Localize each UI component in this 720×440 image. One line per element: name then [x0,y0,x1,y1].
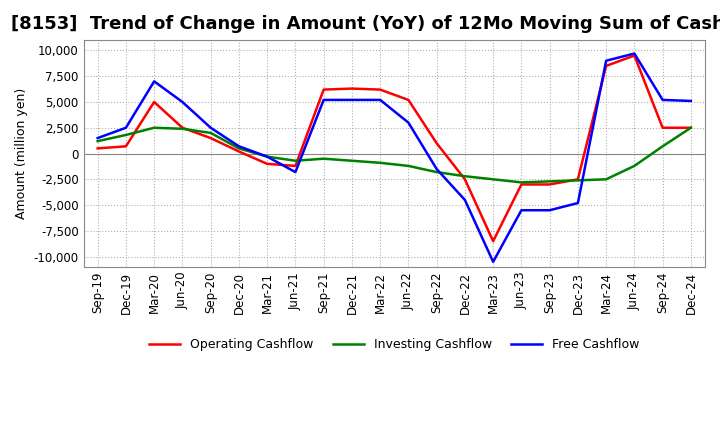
Y-axis label: Amount (million yen): Amount (million yen) [15,88,28,219]
Investing Cashflow [545,179,554,184]
Investing Cashflow [150,125,158,130]
Free Cashflow [461,197,469,202]
Operating Cashflow [94,146,102,151]
Investing Cashflow [178,126,186,132]
Operating Cashflow [404,97,413,103]
Free Cashflow [574,200,582,205]
Free Cashflow [630,51,639,56]
Free Cashflow [602,58,611,63]
Title: [8153]  Trend of Change in Amount (YoY) of 12Mo Moving Sum of Cashflows: [8153] Trend of Change in Amount (YoY) o… [11,15,720,33]
Investing Cashflow [376,160,384,165]
Free Cashflow [178,99,186,105]
Investing Cashflow [404,163,413,169]
Investing Cashflow [461,173,469,179]
Operating Cashflow [320,87,328,92]
Operating Cashflow [658,125,667,130]
Investing Cashflow [263,154,271,159]
Operating Cashflow [602,63,611,69]
Operating Cashflow [630,53,639,58]
Free Cashflow [348,97,356,103]
Free Cashflow [207,125,215,130]
Investing Cashflow [574,178,582,183]
Free Cashflow [320,97,328,103]
Operating Cashflow [574,177,582,182]
Operating Cashflow [207,136,215,141]
Operating Cashflow [263,161,271,166]
Free Cashflow [94,136,102,141]
Investing Cashflow [207,130,215,136]
Operating Cashflow [178,125,186,130]
Operating Cashflow [348,86,356,91]
Investing Cashflow [348,158,356,163]
Operating Cashflow [291,163,300,169]
Operating Cashflow [150,99,158,105]
Operating Cashflow [122,144,130,149]
Operating Cashflow [432,141,441,146]
Investing Cashflow [122,132,130,138]
Investing Cashflow [517,180,526,185]
Investing Cashflow [235,146,243,151]
Free Cashflow [291,169,300,175]
Operating Cashflow [545,182,554,187]
Investing Cashflow [291,158,300,163]
Free Cashflow [122,125,130,130]
Operating Cashflow [687,125,696,130]
Operating Cashflow [235,149,243,154]
Line: Free Cashflow: Free Cashflow [98,54,691,262]
Free Cashflow [150,79,158,84]
Line: Operating Cashflow: Operating Cashflow [98,55,691,241]
Investing Cashflow [630,163,639,169]
Operating Cashflow [517,182,526,187]
Operating Cashflow [376,87,384,92]
Free Cashflow [687,98,696,103]
Operating Cashflow [461,177,469,182]
Free Cashflow [545,208,554,213]
Investing Cashflow [432,169,441,175]
Investing Cashflow [687,125,696,130]
Investing Cashflow [94,139,102,144]
Legend: Operating Cashflow, Investing Cashflow, Free Cashflow: Operating Cashflow, Investing Cashflow, … [144,333,644,356]
Investing Cashflow [658,144,667,149]
Line: Investing Cashflow: Investing Cashflow [98,128,691,183]
Free Cashflow [658,97,667,103]
Operating Cashflow [489,238,498,244]
Free Cashflow [432,166,441,172]
Free Cashflow [404,120,413,125]
Investing Cashflow [489,177,498,182]
Investing Cashflow [602,177,611,182]
Free Cashflow [376,97,384,103]
Free Cashflow [489,259,498,264]
Investing Cashflow [320,156,328,161]
Free Cashflow [235,144,243,149]
Free Cashflow [263,154,271,159]
Free Cashflow [517,208,526,213]
